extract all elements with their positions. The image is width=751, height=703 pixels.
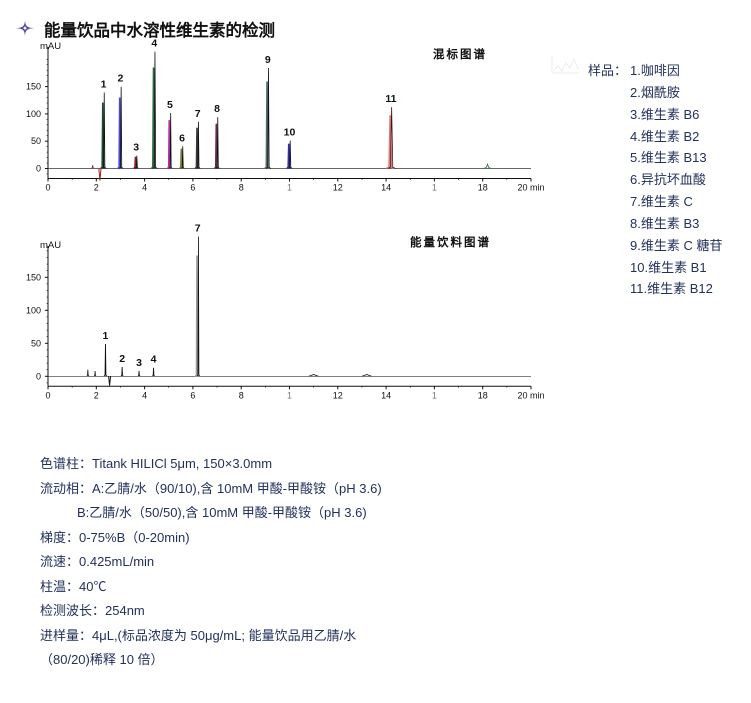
svg-text:100: 100 (26, 305, 41, 315)
svg-text:0: 0 (45, 390, 50, 400)
svg-text:2: 2 (119, 353, 125, 365)
svg-text:3: 3 (136, 357, 142, 369)
svg-text:1: 1 (432, 390, 437, 400)
svg-text:2: 2 (94, 390, 99, 400)
svg-text:1: 1 (103, 330, 109, 342)
svg-text:50: 50 (31, 338, 41, 348)
svg-text:14: 14 (381, 390, 391, 400)
svg-text:18: 18 (478, 390, 488, 400)
svg-text:20 min: 20 min (517, 390, 544, 400)
svg-text:0: 0 (36, 371, 41, 381)
svg-text:150: 150 (26, 272, 41, 282)
svg-text:4: 4 (142, 390, 147, 400)
svg-text:1: 1 (287, 390, 292, 400)
svg-text:12: 12 (333, 390, 343, 400)
svg-text:8: 8 (239, 390, 244, 400)
svg-text:6: 6 (190, 390, 195, 400)
svg-text:4: 4 (151, 354, 157, 366)
svg-text:mAU: mAU (40, 240, 61, 251)
svg-text:7: 7 (195, 222, 201, 234)
